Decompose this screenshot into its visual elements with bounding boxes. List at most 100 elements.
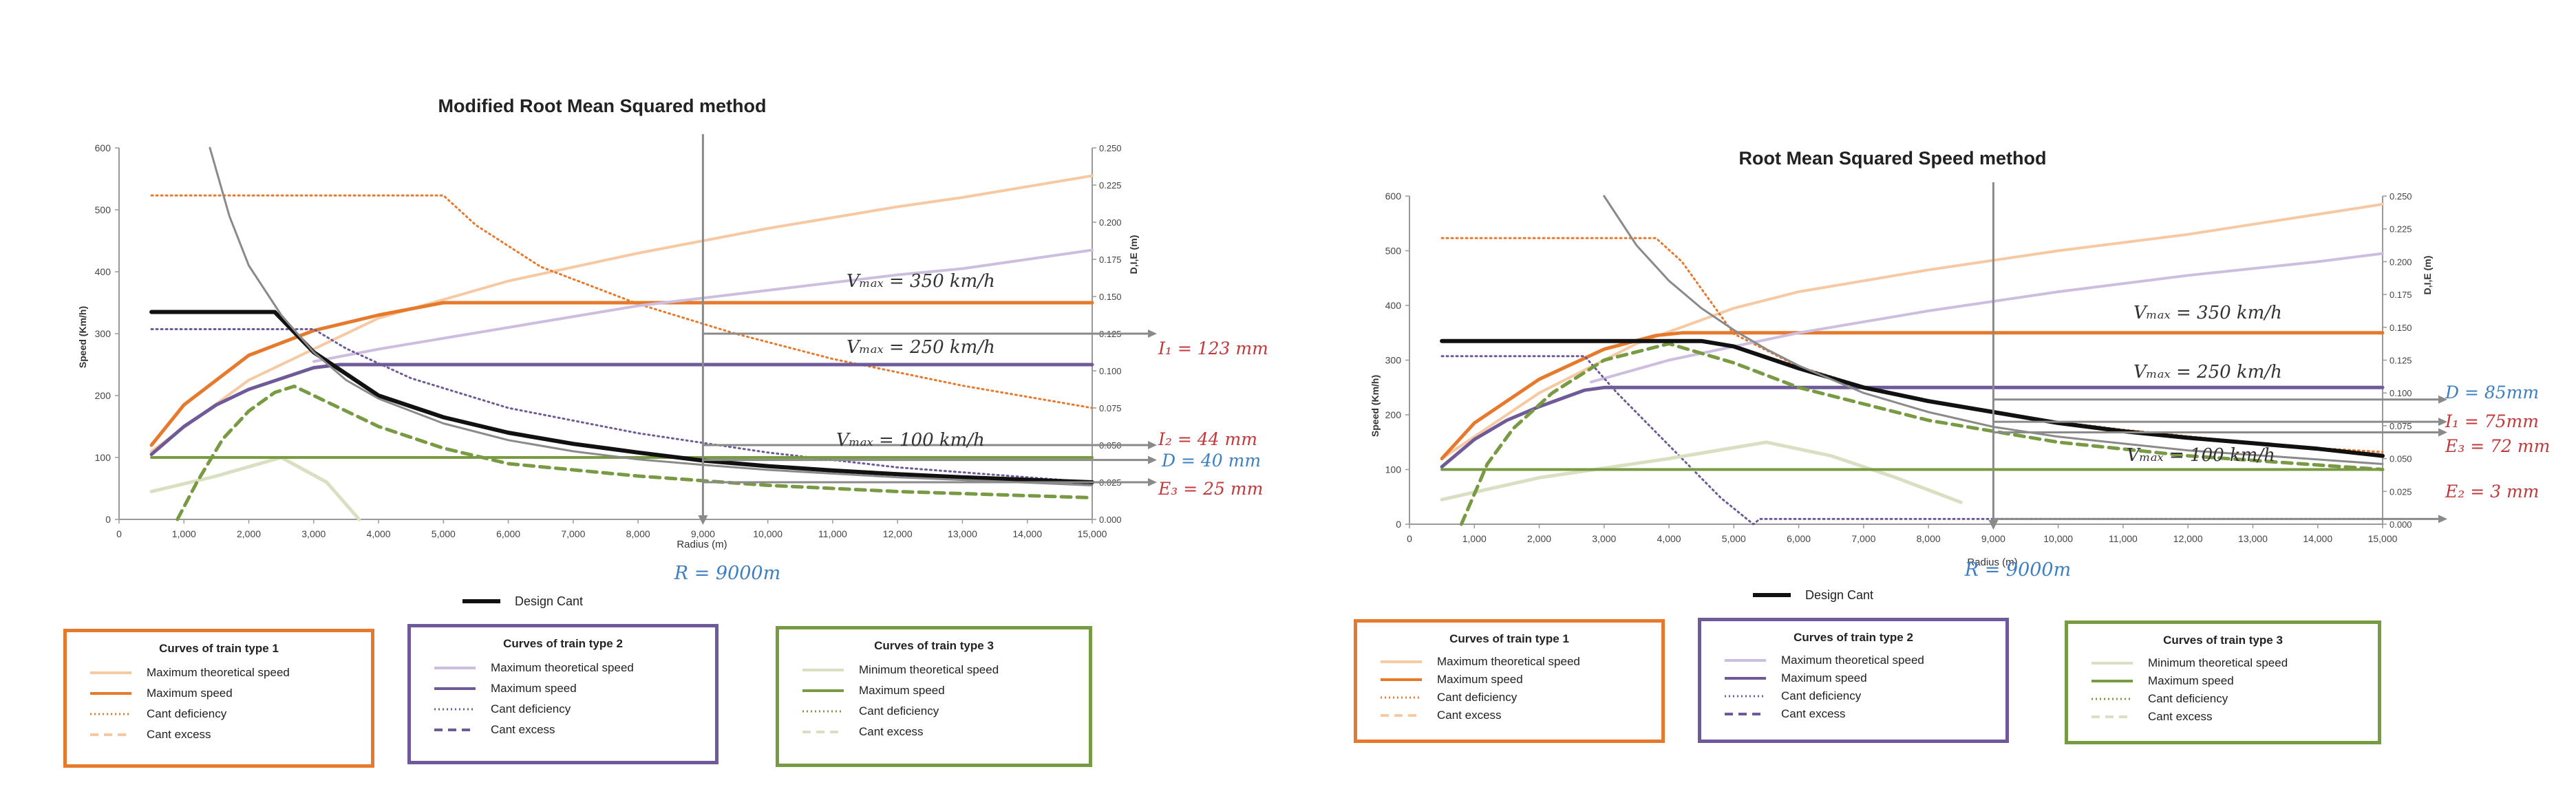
legend-title: Curves of train type 3 [874, 639, 994, 652]
y2-tick-label: 0.225 [2389, 224, 2412, 235]
swatch-min-theoretical [802, 669, 844, 671]
swatch-cant-deficiency [2091, 698, 2133, 700]
design-cant-label: Design Cant [1805, 588, 1873, 602]
note-d: 𝐷 = 40 𝑚𝑚 [1161, 451, 1261, 471]
annotation-arrowhead [2438, 515, 2447, 524]
chart-rms-speed: Root Mean Squared Speed method Speed (Km… [1370, 148, 2550, 581]
x-tick-label: 1,000 [172, 528, 196, 539]
y2-tick-label: 0.100 [1099, 366, 1122, 376]
legend-item: Cant deficiency [1701, 687, 2005, 705]
y-axis-label: Speed (Km/h) [77, 306, 88, 368]
legend-item: Cant excess [67, 724, 371, 745]
legend-item: Cant excess [1701, 705, 2005, 723]
plot-area: 0 1,000 2,000 3,000 4,000 5,000 6,000 7,000 8,00… [1385, 182, 2447, 544]
legend-item: Minimum theoretical speed [2068, 654, 2378, 672]
legend-title: Curves of train type 1 [159, 642, 279, 655]
swatch-cant-excess [434, 729, 476, 731]
note-i1: 𝐼₁ = 75𝑚𝑚 [2445, 411, 2539, 431]
swatch-cant-excess [1725, 713, 1766, 715]
swatch-max-theoretical [1725, 659, 1766, 662]
y2-tick-label: 0.200 [2389, 257, 2412, 267]
swatch-cant-deficiency [434, 708, 476, 711]
chart-title: Root Mean Squared Speed method [1738, 148, 2046, 169]
legend-label: Cant deficiency [147, 707, 227, 720]
y-tick-label: 200 [1385, 409, 1402, 420]
x-tick-label: 7,000 [561, 528, 585, 539]
legend-train-type-3: Curves of train type 3 Minimum theoretic… [2065, 621, 2381, 744]
note-vmax-250: 𝑉ₘₐₓ = 250 𝑘𝑚/ℎ [847, 337, 995, 358]
y-tick-label: 500 [1385, 246, 1402, 257]
series-type-3-minimum-theoretical-speed [1440, 440, 1963, 504]
y2-tick-label: 0.025 [2389, 486, 2412, 497]
swatch-max-theoretical [434, 667, 476, 669]
legend-item: Cant deficiency [411, 699, 715, 720]
legend-item: Maximum theoretical speed [67, 662, 371, 683]
y-tick-label: 300 [1385, 355, 1402, 366]
legend-train-type-1: Curves of train type 1 Maximum theoretic… [1354, 619, 1665, 743]
legend-item: Cant excess [411, 720, 715, 740]
legend-train-type-1: Curves of train type 1 Maximum theoretic… [63, 629, 374, 768]
note-vmax-250: 𝑉ₘₐₓ = 250 𝑘𝑚/ℎ [2133, 362, 2282, 382]
series-type-3-cant-excess [175, 385, 1094, 521]
x-tick-label: 3,000 [1592, 533, 1616, 544]
legend-label: Cant deficiency [859, 704, 939, 718]
y2-tick-label: 0.075 [2389, 421, 2412, 431]
legend-item: Cant deficiency [67, 704, 371, 724]
legend-label: Cant excess [147, 728, 211, 741]
legend-label: Maximum speed [147, 687, 233, 700]
x-tick-label: 12,000 [2173, 533, 2203, 544]
swatch-max-speed [434, 687, 476, 690]
legend-label: Maximum speed [859, 684, 945, 697]
annotation-arrowhead [2438, 428, 2447, 437]
x-tick-label: 13,000 [948, 528, 977, 539]
x-tick-label: 11,000 [818, 528, 847, 539]
swatch-cant-deficiency [90, 713, 131, 715]
x-tick-label: 9,000 [691, 528, 715, 539]
legend-item: Maximum speed [2068, 672, 2378, 690]
y-tick-label: 500 [95, 204, 111, 215]
x-tick-label: 6,000 [496, 528, 520, 539]
legend-label: Maximum theoretical speed [491, 661, 634, 674]
swatch-max-speed [90, 692, 131, 695]
swatch-max-speed [1725, 677, 1766, 680]
swatch-cant-excess [90, 733, 131, 736]
legend-title: Curves of train type 2 [1793, 631, 1913, 644]
swatch-cant-deficiency [1381, 696, 1422, 699]
legend-train-type-2: Curves of train type 2 Maximum theoretic… [1698, 618, 2009, 743]
legend-item: Cant deficiency [2068, 690, 2378, 708]
y2-tick-label: 0.250 [1099, 143, 1122, 153]
x-tick-label: 11,000 [2109, 533, 2138, 544]
legend-item: Cant excess [1357, 707, 1661, 724]
x-tick-label: 5,000 [1722, 533, 1746, 544]
y2-tick-label: 0.125 [2389, 356, 2412, 366]
chart-modified-rms: Modified Root Mean Squared method Speed … [77, 96, 1268, 584]
y-tick-label: 100 [1385, 464, 1402, 475]
y-tick-label: 300 [95, 328, 111, 339]
legend-item: Cant excess [779, 722, 1089, 742]
x-tick-label: 8,000 [626, 528, 650, 539]
legend-item: Minimum theoretical speed [779, 660, 1089, 680]
series-type-3-cant-excess [1459, 342, 2385, 526]
annotation-arrowhead [2438, 395, 2447, 404]
swatch-cant-excess [802, 731, 844, 733]
legend-item: Cant excess [2068, 708, 2378, 726]
series-type-1-maximum-theoretical-speed [1440, 202, 2384, 460]
note-i2: 𝐼₂ = 44 𝑚𝑚 [1158, 429, 1257, 449]
series-type-2-cant-deficiency [1440, 355, 2384, 526]
legend-label: Cant deficiency [2148, 692, 2228, 705]
y-tick-label: 0 [1396, 519, 1401, 530]
y-tick-label: 0 [105, 514, 111, 525]
annotation-arrowhead [1148, 478, 1157, 486]
x-tick-label: 0 [116, 528, 122, 539]
note-e3: 𝐸₃ = 25 𝑚𝑚 [1158, 479, 1263, 499]
note-i1: 𝐼₁ = 123 𝑚𝑚 [1158, 338, 1268, 358]
legend-label: Cant deficiency [1781, 689, 1862, 702]
legend-item: Maximum speed [67, 683, 371, 704]
y2-tick-label: 0.150 [2389, 323, 2412, 333]
design-cant-label: Design Cant [515, 594, 583, 608]
y2-axis-label: D,I,E (m) [1128, 235, 1139, 274]
vline-label: R = 9000m [1964, 559, 2071, 581]
x-tick-label: 5,000 [432, 528, 456, 539]
swatch-max-theoretical [1381, 660, 1422, 663]
